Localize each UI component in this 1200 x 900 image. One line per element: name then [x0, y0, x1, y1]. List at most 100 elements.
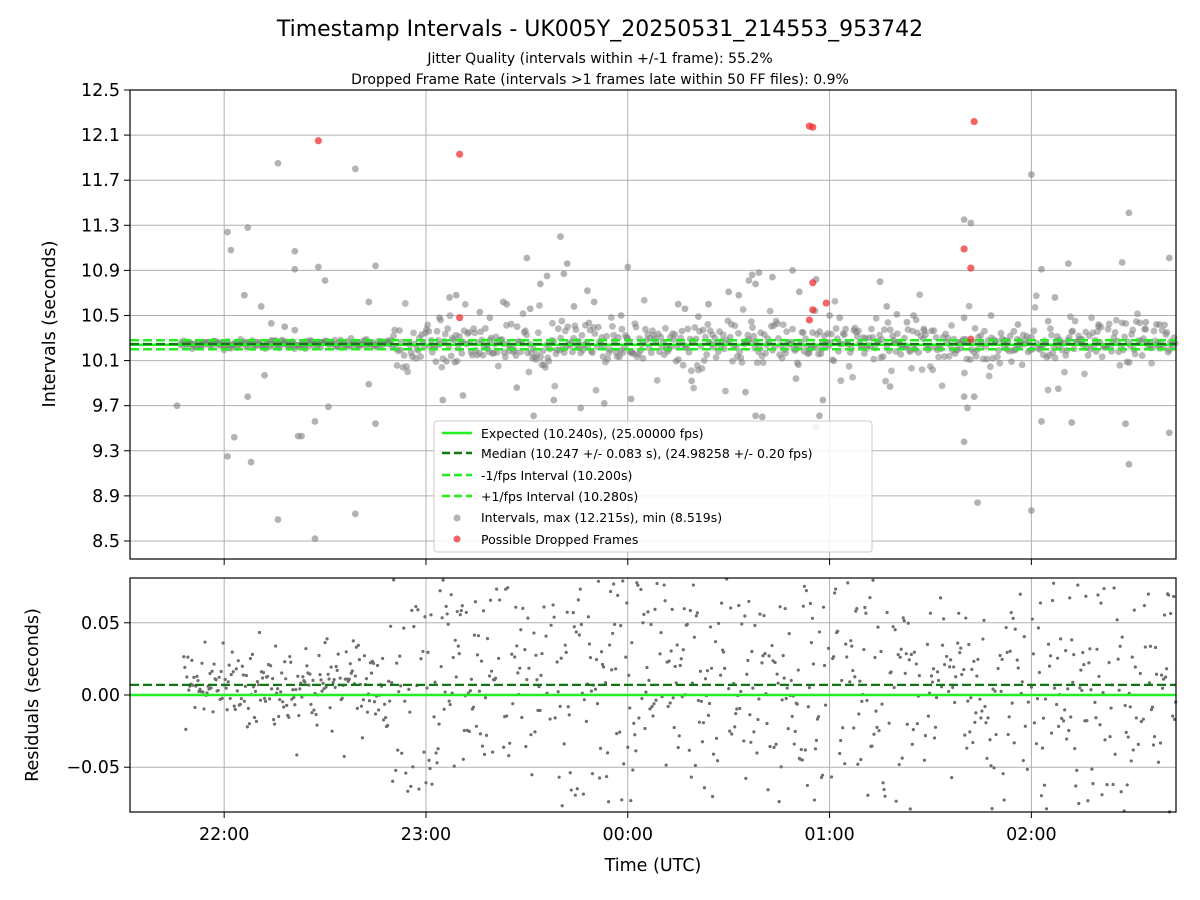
- residual-point: [329, 665, 333, 669]
- residual-point: [789, 678, 793, 683]
- residual-point: [573, 793, 577, 797]
- residual-point: [1056, 656, 1060, 660]
- residual-point: [1057, 724, 1061, 728]
- interval-point: [1068, 419, 1076, 426]
- residual-point: [664, 763, 668, 767]
- residual-point: [1063, 708, 1067, 712]
- residual-point: [651, 714, 655, 718]
- residual-point: [474, 724, 479, 728]
- residual-point: [629, 798, 633, 803]
- interval-point: [443, 357, 450, 365]
- residual-point: [383, 702, 387, 706]
- residual-point: [934, 696, 939, 700]
- residual-point: [477, 689, 482, 693]
- residual-point: [743, 614, 747, 618]
- interval-point: [247, 458, 255, 466]
- residual-point: [426, 650, 430, 654]
- residual-point: [460, 604, 464, 608]
- interval-point: [1010, 327, 1018, 335]
- residual-point: [555, 660, 559, 664]
- residual-point: [773, 660, 777, 665]
- residual-point: [277, 714, 281, 719]
- interval-point: [594, 323, 602, 331]
- intervals-y-axis-label: Intervals (seconds): [40, 241, 60, 408]
- residual-point: [905, 722, 909, 726]
- residual-point: [915, 721, 919, 726]
- interval-point: [436, 314, 443, 322]
- residual-point: [216, 688, 220, 693]
- residual-point: [783, 606, 787, 611]
- residual-point: [746, 658, 750, 663]
- residual-point: [458, 613, 462, 617]
- interval-point: [735, 291, 743, 299]
- residual-point: [314, 712, 318, 717]
- residual-point: [632, 721, 636, 725]
- residual-point: [983, 704, 987, 709]
- interval-point: [1150, 327, 1158, 335]
- interval-point: [853, 333, 861, 340]
- residual-point: [973, 720, 977, 724]
- residual-point: [436, 747, 440, 751]
- residual-point: [409, 784, 413, 789]
- interval-point: [681, 305, 689, 313]
- residual-point: [738, 706, 742, 711]
- residual-point: [925, 642, 930, 646]
- residual-point: [515, 644, 519, 648]
- interval-point: [632, 323, 640, 331]
- residual-point: [610, 668, 614, 672]
- residual-point: [595, 702, 600, 706]
- interval-point: [433, 327, 441, 335]
- residual-point: [1050, 598, 1055, 603]
- residual-point: [443, 690, 447, 694]
- interval-point: [1148, 359, 1156, 367]
- interval-point: [1027, 171, 1035, 178]
- dropped-frame-point: [805, 316, 813, 324]
- residual-point: [421, 649, 425, 654]
- residual-point: [873, 655, 877, 660]
- residual-point: [319, 678, 323, 682]
- residual-point: [708, 625, 713, 629]
- residual-point: [399, 684, 403, 688]
- interval-point: [549, 319, 556, 327]
- residual-point: [843, 762, 847, 766]
- residual-point: [663, 599, 667, 603]
- residual-point: [993, 689, 997, 693]
- interval-point: [983, 355, 991, 363]
- interval-point: [558, 317, 566, 325]
- residual-point: [879, 649, 883, 654]
- residual-point: [705, 669, 710, 673]
- interval-point: [657, 333, 665, 341]
- residual-point: [571, 610, 575, 615]
- interval-point: [712, 353, 720, 361]
- interval-point: [1051, 354, 1059, 362]
- residual-point: [448, 702, 452, 707]
- interval-point: [920, 325, 928, 333]
- residual-point: [914, 662, 918, 666]
- interval-point: [1044, 317, 1052, 325]
- residual-point: [858, 679, 862, 683]
- residual-point: [1040, 746, 1045, 750]
- residual-point: [497, 656, 501, 660]
- residual-point: [1020, 680, 1024, 684]
- interval-point: [972, 352, 980, 360]
- interval-point: [960, 438, 968, 446]
- residual-point: [655, 581, 659, 586]
- residual-point: [607, 800, 611, 804]
- residual-point: [701, 721, 706, 725]
- residual-point: [885, 610, 889, 615]
- residual-point: [519, 628, 523, 632]
- residual-point: [478, 732, 483, 736]
- legend-label-intervals: Intervals, max (12.215s), min (8.519s): [481, 510, 722, 525]
- residual-point: [910, 742, 914, 746]
- interval-point: [173, 402, 181, 410]
- residual-point: [899, 647, 903, 651]
- residual-point: [654, 698, 658, 702]
- residual-point: [891, 625, 895, 629]
- residual-point: [956, 641, 960, 645]
- residual-point: [1085, 719, 1089, 723]
- residual-point: [813, 747, 818, 751]
- residual-point: [1026, 700, 1030, 704]
- residual-point: [960, 672, 964, 677]
- interval-point: [1084, 352, 1092, 359]
- residual-point: [1074, 784, 1078, 788]
